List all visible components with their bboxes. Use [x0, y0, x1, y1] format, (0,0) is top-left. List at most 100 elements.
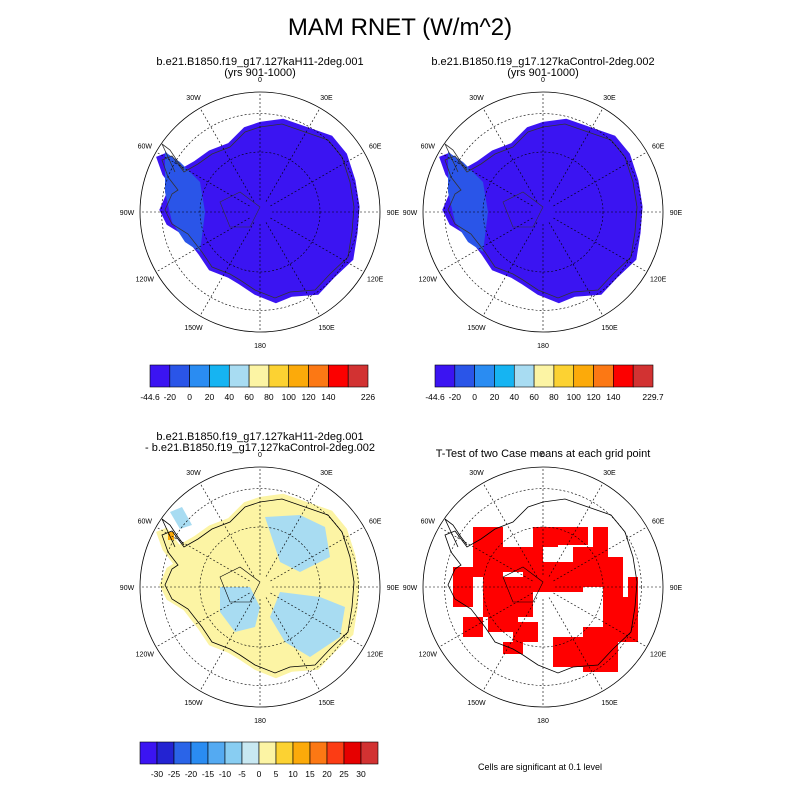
coastline — [444, 498, 638, 674]
colorbar-swatch — [190, 741, 209, 765]
colorbar-swatch — [533, 364, 555, 388]
colorbar-label: 40 — [510, 392, 520, 402]
lon-label-180: 180 — [537, 718, 549, 725]
colorbar-swatch — [347, 364, 369, 388]
lon-label-180: 180 — [254, 343, 266, 350]
lon-label-120w: 120W — [136, 652, 155, 659]
colorbar-label: 120 — [301, 392, 315, 402]
colorbar-swatch — [169, 364, 190, 388]
colorbar-label: -5 — [238, 769, 246, 779]
lon-label-0: 0 — [541, 77, 545, 84]
lon-label-90e: 90E — [387, 210, 400, 217]
panel1-title-line2: (yrs 901-1000) — [224, 67, 296, 79]
colorbar-swatch — [275, 741, 294, 765]
colorbar-label: 140 — [321, 392, 335, 402]
lon-label-30e: 30E — [320, 470, 333, 477]
colorbar-label: 30 — [356, 769, 366, 779]
lon-label-90e: 90E — [387, 585, 400, 592]
colorbar-label: -30 — [151, 769, 164, 779]
lon-label-120e: 120E — [367, 652, 384, 659]
lon-label-30w: 30W — [186, 95, 201, 102]
colorbar-label: 100 — [282, 392, 296, 402]
lon-label-30w: 30W — [186, 470, 201, 477]
colorbar-label: 20 — [205, 392, 215, 402]
lon-label-0: 0 — [258, 452, 262, 459]
colorbar-swatch — [258, 741, 277, 765]
colorbar-2: -44.6 -20 0 20 40 60 80 100 120 140 229.7 — [425, 364, 664, 402]
colorbar-label: -25 — [168, 769, 181, 779]
panel1-title-line1: b.e21.B1850.f19_g17.127kaH11-2deg.001 — [156, 56, 364, 68]
colorbar-label: 80 — [549, 392, 559, 402]
colorbar-label: 60 — [529, 392, 539, 402]
colorbar-label: 10 — [288, 769, 298, 779]
coastline — [444, 123, 638, 299]
panel3-title-line1: b.e21.B1850.f19_g17.127kaH11-2deg.001 — [156, 431, 364, 443]
lon-label-120w: 120W — [136, 277, 155, 284]
colorbar-swatch — [494, 364, 515, 388]
lon-label-150e: 150E — [318, 325, 335, 332]
colorbar-label: -10 — [219, 769, 232, 779]
colorbar-label: 80 — [264, 392, 274, 402]
colorbar-label: 5 — [274, 769, 279, 779]
sig-cell — [503, 642, 523, 654]
colorbar-label: -15 — [202, 769, 215, 779]
colorbar-swatch — [224, 741, 243, 765]
anomaly-region — [265, 515, 330, 572]
lon-label-120e: 120E — [367, 277, 384, 284]
sig-cell — [533, 527, 558, 547]
coastal-band — [165, 152, 205, 252]
lon-label-180: 180 — [537, 343, 549, 350]
lon-label-150w: 150W — [184, 325, 203, 332]
colorbar-swatch — [207, 741, 226, 765]
anomaly-region — [270, 592, 345, 657]
colorbar-label: 15 — [305, 769, 315, 779]
lon-label-30w: 30W — [469, 95, 484, 102]
sig-cell — [573, 547, 608, 587]
lon-label-60w: 60W — [421, 519, 436, 526]
lon-label-30e: 30E — [320, 95, 333, 102]
lon-label-150e: 150E — [318, 700, 335, 707]
panel2-title-line1: b.e21.B1850.f19_g17.127kaControl-2deg.00… — [431, 56, 655, 68]
colorbar-label: -20 — [449, 392, 462, 402]
colorbar-swatch — [326, 741, 345, 765]
colorbar-swatch — [434, 364, 456, 388]
sig-cell — [628, 577, 638, 607]
lon-label-90e: 90E — [670, 210, 683, 217]
colorbar-swatch — [139, 741, 158, 765]
colorbar-label: -44.6 — [140, 392, 160, 402]
colorbar-swatch — [513, 364, 535, 388]
sig-cell — [463, 617, 483, 637]
colorbar-label: 100 — [567, 392, 581, 402]
map-panel-1: 0 30E 60E 90E 120E 150E 180 150W 120W 90W 60W 30W — [120, 77, 400, 350]
lon-label-90e: 90E — [670, 585, 683, 592]
sig-cell — [513, 622, 538, 642]
colorbar-label: 229.7 — [642, 392, 664, 402]
coastline — [161, 498, 355, 674]
lon-label-120e: 120E — [650, 277, 667, 284]
map-panel-2: 0 30E 60E 90E 120E 150E 180 150W 120W 90W 60W 30W — [403, 77, 683, 350]
colorbar-swatch — [632, 364, 654, 388]
colorbar-swatch — [573, 364, 594, 388]
colorbar-label: 20 — [322, 769, 332, 779]
colorbar-label: 226 — [361, 392, 375, 402]
lon-label-150w: 150W — [467, 325, 486, 332]
lon-label-60e: 60E — [652, 519, 665, 526]
lon-label-90w: 90W — [120, 585, 135, 592]
colorbar-3: -30 -25 -20 -15 -10 -5 0 5 10 15 20 25 30 — [139, 741, 379, 779]
lon-label-60w: 60W — [138, 519, 153, 526]
lon-label-120w: 120W — [419, 652, 438, 659]
panel3-title: b.e21.B1850.f19_g17.127kaH11-2deg.001 - … — [120, 432, 400, 454]
sig-cell — [593, 527, 608, 547]
lon-label-30w: 30W — [469, 470, 484, 477]
colorbar-swatch — [173, 741, 192, 765]
lon-label-60e: 60E — [369, 144, 382, 151]
significance-note: Cells are significant at 0.1 level — [477, 762, 603, 772]
lon-label-150e: 150E — [601, 325, 618, 332]
lon-label-90w: 90W — [403, 585, 418, 592]
colorbar-swatch — [328, 364, 349, 388]
colorbar-label: 120 — [586, 392, 600, 402]
sig-cell — [558, 527, 588, 545]
colorbar-swatch — [553, 364, 575, 388]
lon-label-30e: 30E — [603, 95, 616, 102]
colorbar-label: 0 — [187, 392, 192, 402]
